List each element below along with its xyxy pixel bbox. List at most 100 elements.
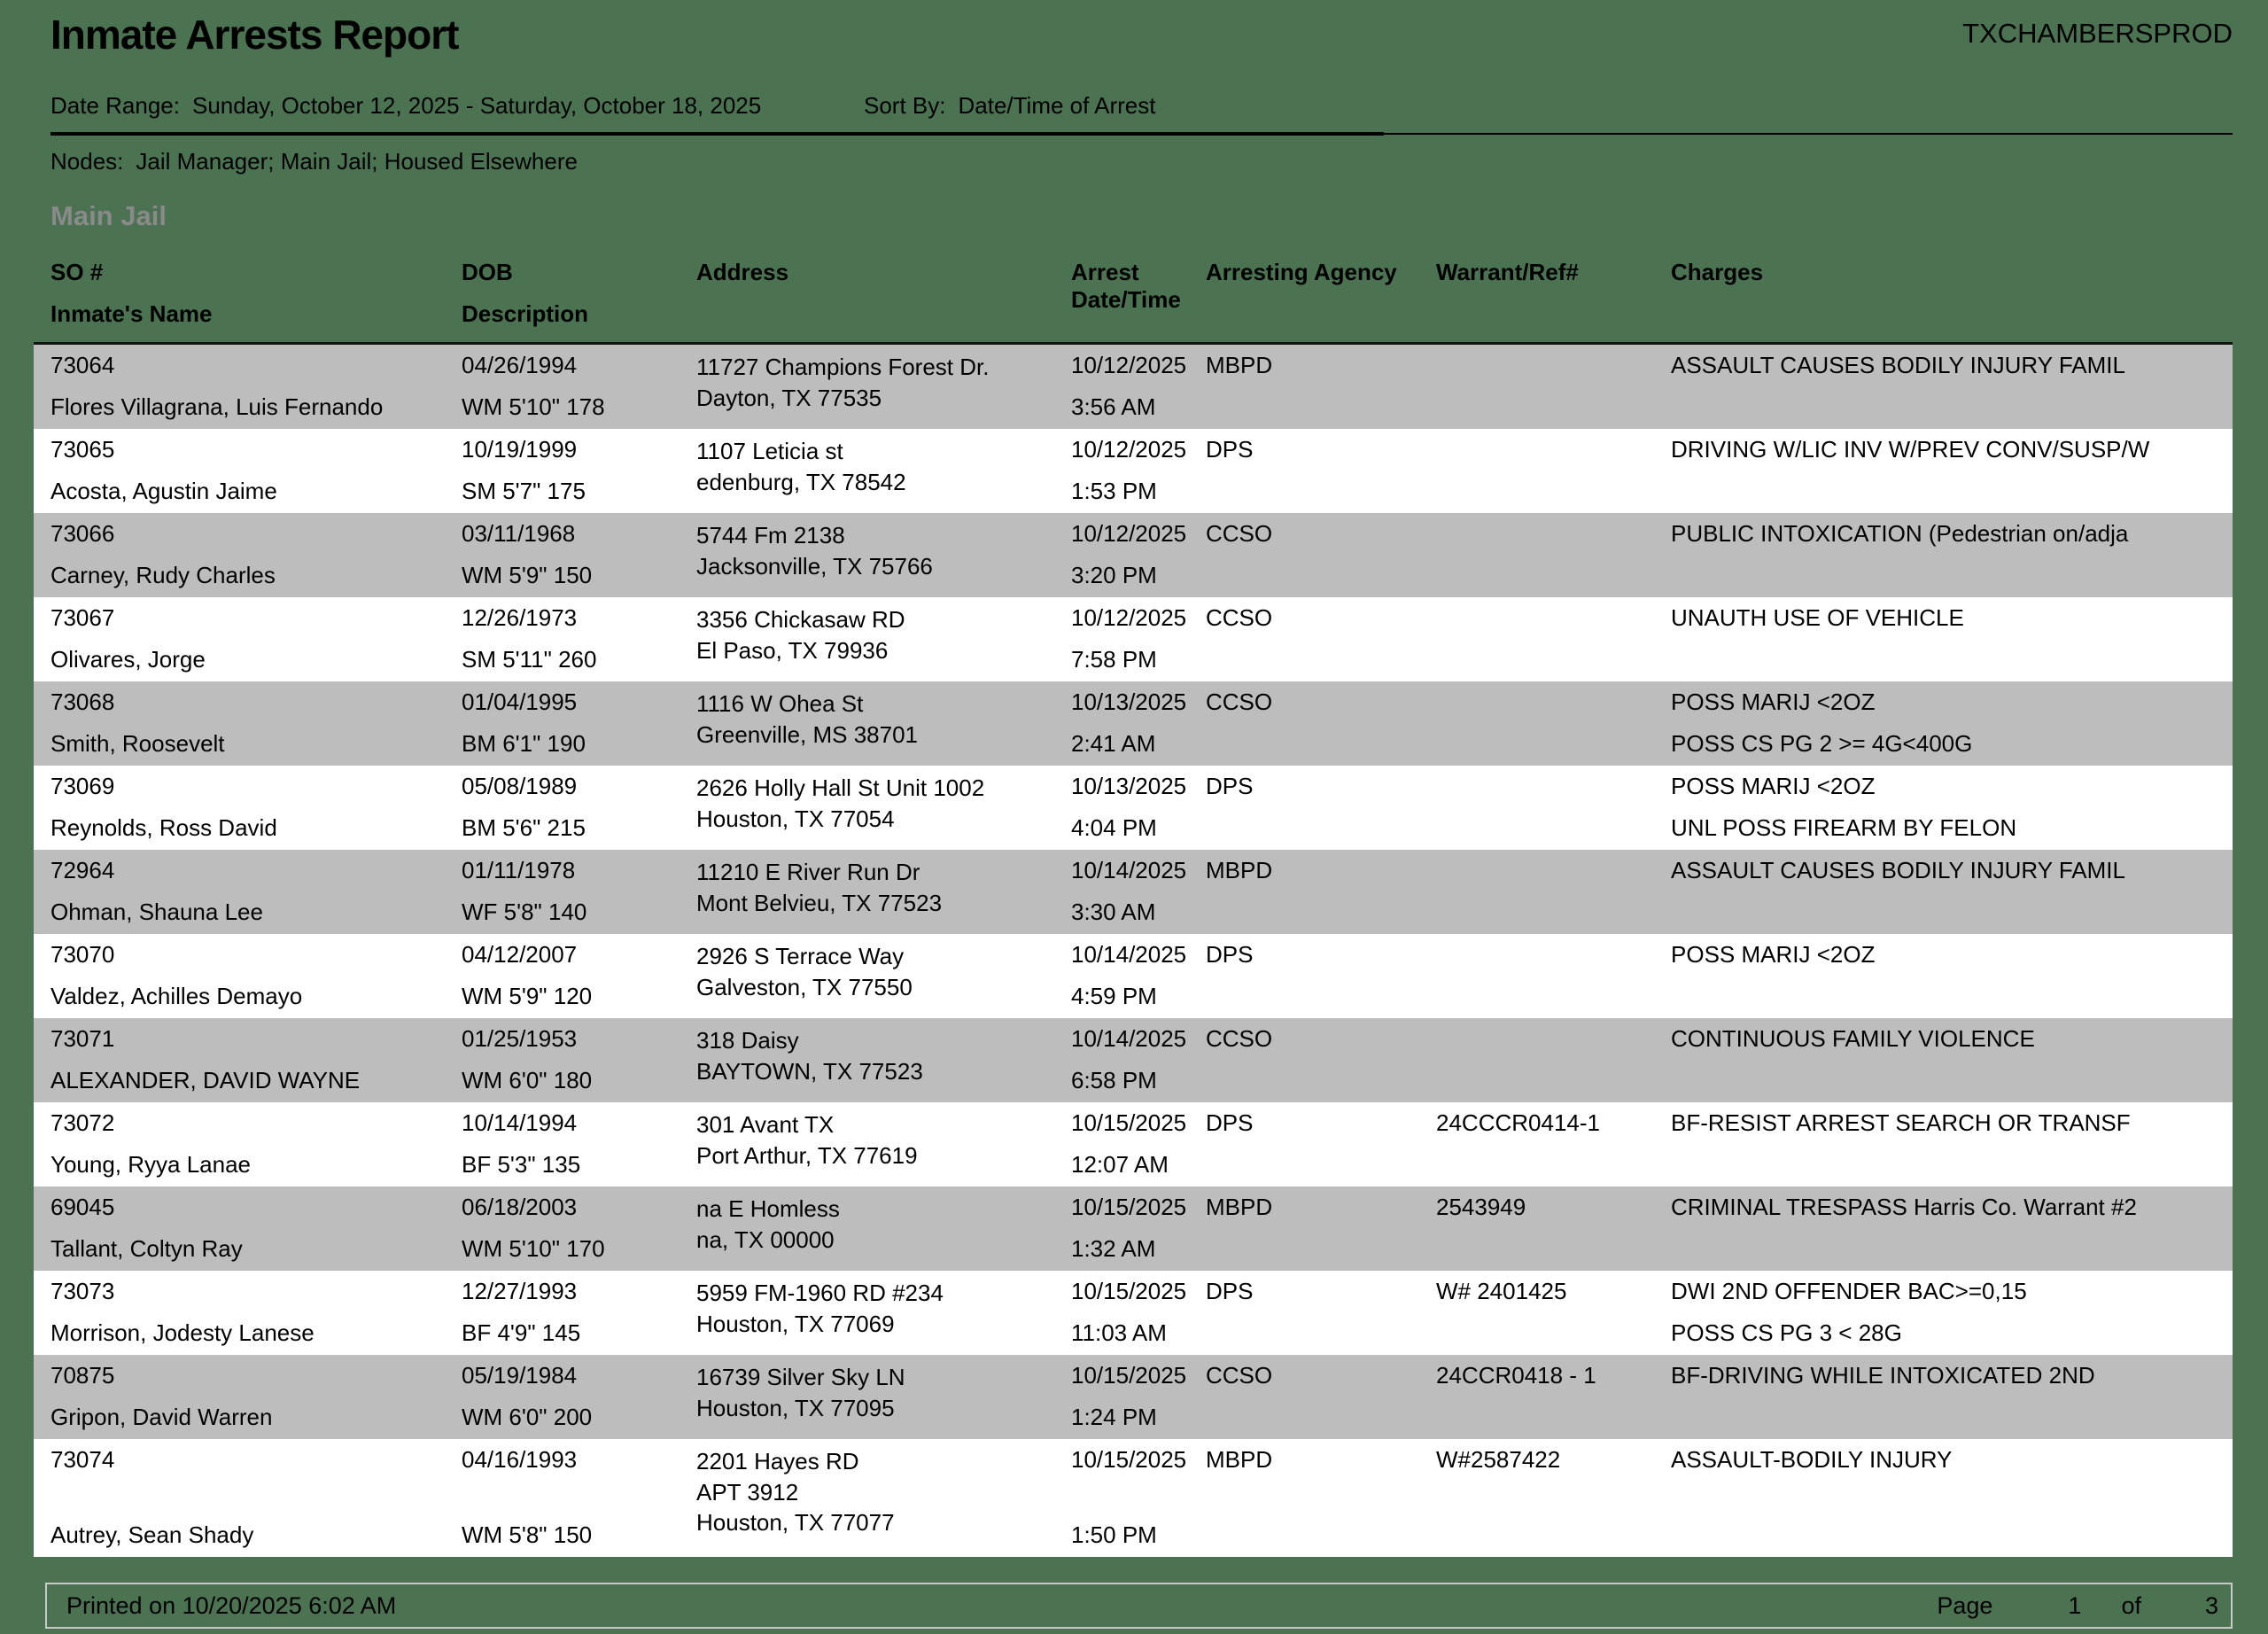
cell-address: 2626 Holly Hall St Unit 1002 Houston, TX … — [696, 774, 985, 832]
cell-arresting-agency: DPS — [1206, 1109, 1254, 1136]
cell-charges: POSS MARIJ <2OZ — [1671, 941, 1876, 968]
cell-so-and-name: 73073 Morrison, Jodesty Lanese — [50, 1278, 315, 1346]
cell-dob-and-description: 01/04/1995 BM 6'1" 190 — [462, 689, 586, 757]
date-range-value: Sunday, October 12, 2025 - Saturday, Oct… — [191, 92, 762, 119]
cell-arrest-datetime: 10/14/2025 3:30 AM — [1071, 857, 1187, 925]
cell-dob-and-description: 04/16/1993 WM 5'8" 150 — [462, 1446, 593, 1548]
cell-warrant-ref — [1436, 352, 1671, 421]
cell-charges: ASSAULT-BODILY INJURY — [1671, 1446, 1953, 1473]
cell-charges: UNAUTH USE OF VEHICLE — [1671, 604, 1964, 631]
cell-warrant-ref: W# 2401425 — [1436, 1278, 1567, 1304]
cell-arrest-datetime: 10/12/2025 3:56 AM — [1071, 352, 1187, 420]
page-indicator: Page 1 of 3 — [1937, 1592, 2218, 1620]
cell-arrest-datetime: 10/13/2025 2:41 AM — [1071, 689, 1187, 757]
page-label: Page — [1937, 1591, 1993, 1619]
table-row: 70875 Gripon, David Warren 05/19/1984 WM 6'… — [34, 1355, 2233, 1439]
cell-address: 3356 Chickasaw RD El Paso, TX 79936 — [696, 606, 905, 664]
cell-arresting-agency: CCSO — [1206, 520, 1273, 547]
cell-address: 1107 Leticia st edenburg, TX 78542 — [696, 438, 906, 495]
cell-dob-and-description: 05/08/1989 BM 5'6" 215 — [462, 773, 586, 841]
cell-arresting-agency: DPS — [1206, 941, 1254, 968]
cell-arresting-agency: CCSO — [1206, 1025, 1273, 1052]
header-arrest-datetime: Arrest Date/Time — [1071, 259, 1206, 327]
cell-dob-and-description: 01/25/1953 WM 6'0" 180 — [462, 1025, 593, 1093]
cell-arrest-datetime: 10/15/2025 12:07 AM — [1071, 1109, 1187, 1178]
cell-charges: DWI 2ND OFFENDER BAC>=0,15 POSS CS PG 3 <… — [1671, 1278, 2027, 1346]
cell-charges: POSS MARIJ <2OZ UNL POSS FIREARM BY FELON — [1671, 773, 2017, 841]
table-body: 73064 Flores Villagrana, Luis Fernando 04/… — [34, 345, 2233, 1557]
table-row: 73071 ALEXANDER, DAVID WAYNE 01/25/1953 WM … — [34, 1018, 2233, 1102]
cell-arrest-datetime: 10/14/2025 6:58 PM — [1071, 1025, 1187, 1093]
cell-so-and-name: 73070 Valdez, Achilles Demayo — [50, 941, 303, 1009]
cell-dob-and-description: 04/26/1994 WM 5'10" 178 — [462, 352, 605, 420]
nodes-line: Nodes: Jail Manager; Main Jail; Housed El… — [50, 148, 578, 175]
cell-warrant-ref: 24CCR0418 - 1 — [1436, 1362, 1596, 1389]
header-divider-thin — [1384, 133, 2233, 135]
environment-name: TXCHAMBERSPROD — [1962, 18, 2233, 49]
cell-charges: BF-RESIST ARREST SEARCH OR TRANSF — [1671, 1109, 2131, 1136]
table-header-underline — [34, 342, 2233, 345]
table-row: 73070 Valdez, Achilles Demayo 04/12/2007 WM… — [34, 934, 2233, 1018]
cell-address: 11210 E River Run Dr Mont Belvieu, TX 775… — [696, 859, 943, 916]
header-charges: Charges — [1671, 259, 1764, 285]
cell-address: 318 Daisy BAYTOWN, TX 77523 — [696, 1027, 923, 1085]
printed-timestamp: Printed on 10/20/2025 6:02 AM — [66, 1591, 397, 1619]
table-row: 73072 Young, Ryya Lanae 10/14/1994 BF 5'3" … — [34, 1102, 2233, 1187]
header-arresting-agency: Arresting Agency — [1206, 259, 1397, 285]
header-warrant-ref: Warrant/Ref# — [1436, 259, 1579, 285]
cell-so-and-name: 70875 Gripon, David Warren — [50, 1362, 273, 1430]
cell-dob-and-description: 12/26/1973 SM 5'11" 260 — [462, 604, 597, 673]
cell-arrest-datetime: 10/15/2025 11:03 AM — [1071, 1278, 1187, 1346]
cell-arrest-datetime: 10/13/2025 4:04 PM — [1071, 773, 1187, 841]
cell-arrest-datetime: 10/12/2025 7:58 PM — [1071, 604, 1187, 673]
cell-dob-and-description: 05/19/1984 WM 6'0" 200 — [462, 1362, 593, 1430]
cell-charges: POSS MARIJ <2OZ POSS CS PG 2 >= 4G<400G — [1671, 689, 1973, 757]
cell-charges: PUBLIC INTOXICATION (Pedestrian on/adja — [1671, 520, 2129, 547]
cell-so-and-name: 73069 Reynolds, Ross David — [50, 773, 277, 841]
table-row: 73065 Acosta, Agustin Jaime 10/19/1999 SM 5… — [34, 429, 2233, 513]
header-dob: DOB — [462, 259, 513, 285]
section-title: Main Jail — [50, 200, 167, 231]
cell-arresting-agency: MBPD — [1206, 1446, 1273, 1473]
table-header: SO # Inmate's Name DOB Description Addre… — [34, 259, 2233, 327]
header-divider-thick — [50, 132, 1384, 136]
cell-so-and-name: 73068 Smith, Roosevelt — [50, 689, 225, 757]
header-inmate-name: Inmate's Name — [50, 300, 213, 327]
date-range-label: Date Range: — [50, 92, 180, 119]
cell-address: na E Homless na, TX 00000 — [696, 1195, 840, 1253]
cell-arresting-agency: DPS — [1206, 1278, 1254, 1304]
cell-so-and-name: 73066 Carney, Rudy Charles — [50, 520, 276, 588]
cell-warrant-ref — [1436, 941, 1671, 1010]
cell-so-and-name: 73065 Acosta, Agustin Jaime — [50, 436, 277, 504]
cell-so-and-name: 73072 Young, Ryya Lanae — [50, 1109, 252, 1178]
cell-arresting-agency: DPS — [1206, 773, 1254, 799]
table-row: 73068 Smith, Roosevelt 01/04/1995 BM 6'1" 1… — [34, 681, 2233, 766]
header-arrest: Arrest — [1071, 259, 1139, 285]
cell-so-and-name: 73071 ALEXANDER, DAVID WAYNE — [50, 1025, 361, 1093]
sort-by-value: Date/Time of Arrest — [958, 92, 1156, 119]
sort-by-label: Sort By: — [864, 92, 946, 119]
cell-arresting-agency: DPS — [1206, 436, 1254, 463]
cell-arrest-datetime: 10/12/2025 1:53 PM — [1071, 436, 1187, 504]
cell-arresting-agency: CCSO — [1206, 604, 1273, 631]
footer-bar: Printed on 10/20/2025 6:02 AM Page 1 of … — [45, 1583, 2233, 1629]
cell-address: 5744 Fm 2138 Jacksonville, TX 75766 — [696, 522, 933, 580]
cell-warrant-ref — [1436, 773, 1671, 842]
table-row: 73074 Autrey, Sean Shady 04/16/1993 WM 5'8"… — [34, 1439, 2233, 1557]
header-description: Description — [462, 300, 589, 327]
cell-so-and-name: 72964 Ohman, Shauna Lee — [50, 857, 263, 925]
table-row: 73073 Morrison, Jodesty Lanese 12/27/1993 B… — [34, 1271, 2233, 1355]
cell-warrant-ref — [1436, 1025, 1671, 1094]
cell-charges: ASSAULT CAUSES BODILY INJURY FAMIL — [1671, 352, 2125, 378]
cell-address: 2201 Hayes RD APT 3912 Houston, TX 77077 — [696, 1448, 895, 1537]
cell-warrant-ref — [1436, 520, 1671, 589]
cell-dob-and-description: 10/14/1994 BF 5'3" 135 — [462, 1109, 581, 1178]
cell-arrest-datetime: 10/14/2025 4:59 PM — [1071, 941, 1187, 1009]
header-so-name: SO # Inmate's Name — [50, 259, 462, 327]
cell-dob-and-description: 10/19/1999 SM 5'7" 175 — [462, 436, 586, 504]
cell-warrant-ref: 24CCCR0414-1 — [1436, 1109, 1600, 1136]
cell-dob-and-description: 01/11/1978 WF 5'8" 140 — [462, 857, 587, 925]
cell-address: 301 Avant TX Port Arthur, TX 77619 — [696, 1111, 918, 1169]
cell-arresting-agency: MBPD — [1206, 1194, 1273, 1220]
cell-so-and-name: 73074 Autrey, Sean Shady — [50, 1446, 254, 1548]
